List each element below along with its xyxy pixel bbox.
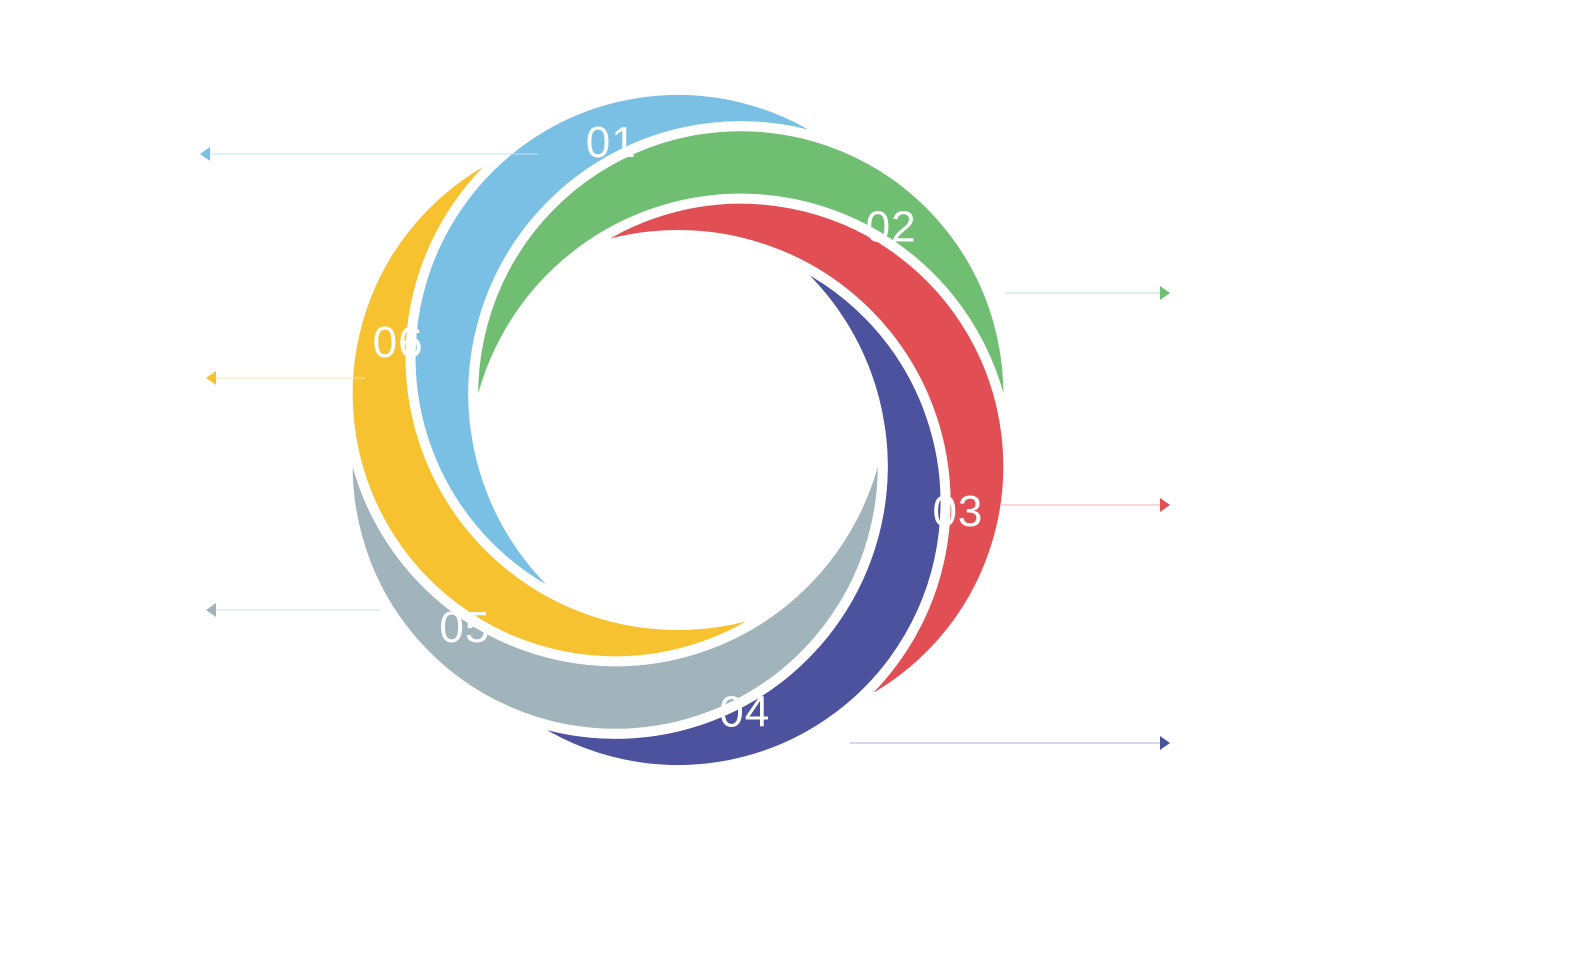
segment-01-label: 01 bbox=[586, 118, 637, 167]
segment-04-label: 04 bbox=[719, 687, 770, 736]
segment-03-label: 03 bbox=[932, 487, 983, 536]
segment-05-label: 05 bbox=[439, 603, 490, 652]
segment-02-label: 02 bbox=[866, 202, 917, 251]
circular-infographic: 01 02 03 04 05 06 bbox=[0, 0, 1575, 980]
segment-06-label: 06 bbox=[373, 318, 424, 367]
